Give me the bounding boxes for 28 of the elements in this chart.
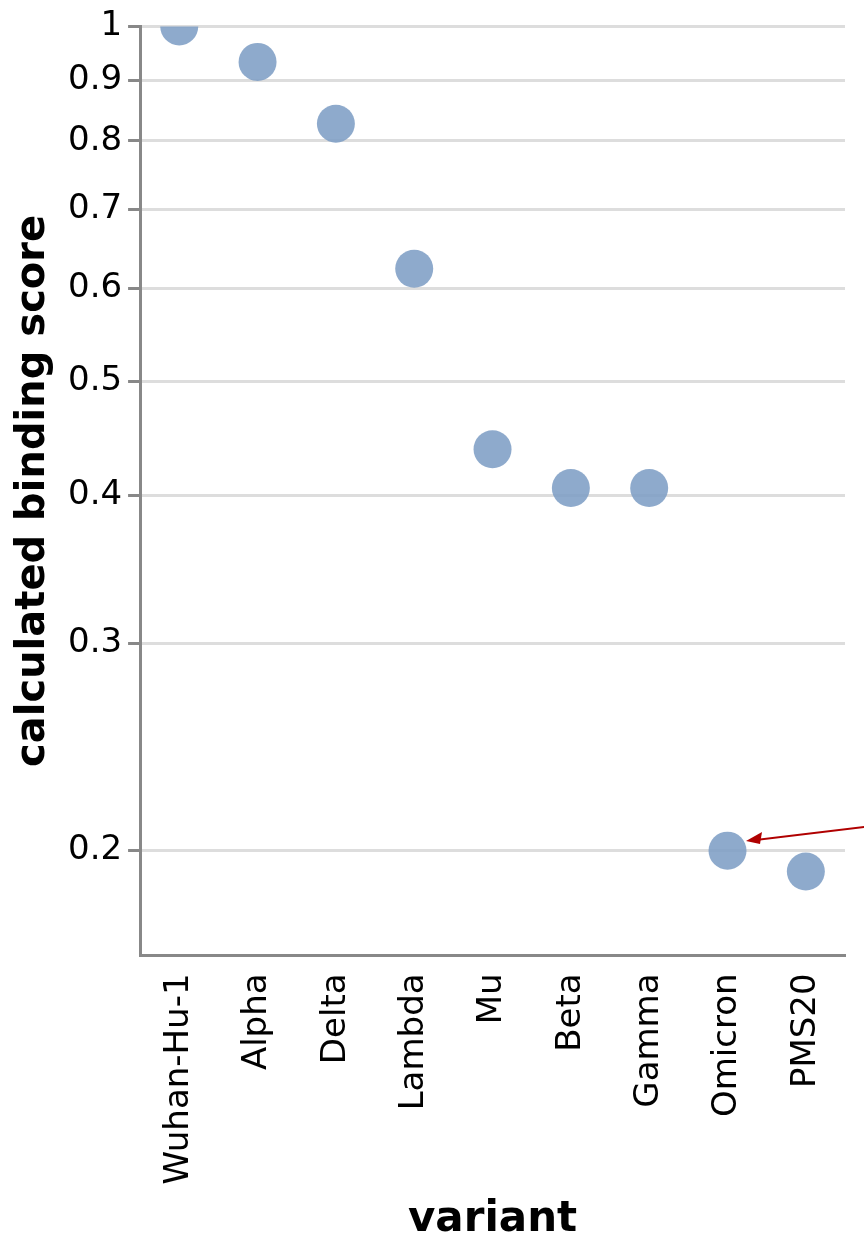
point <box>551 469 590 508</box>
point <box>238 42 277 81</box>
point <box>473 430 512 469</box>
x-tick-label: Lambda <box>391 973 432 1111</box>
x-tick-label: Wuhan-Hu-1 <box>156 973 197 1185</box>
x-tick-label: Delta <box>312 973 353 1065</box>
y-tick-label: 0.7 <box>67 185 123 226</box>
y-axis-title: calculated binding score <box>7 214 54 767</box>
x-axis-title: variant <box>407 1191 578 1241</box>
y-tick-label: 0.9 <box>67 57 123 98</box>
x-tick-label: Alpha <box>234 973 275 1071</box>
point <box>630 469 669 508</box>
x-tick-label: Gamma <box>626 973 667 1108</box>
point <box>316 104 355 143</box>
x-tick-label: Omicron <box>704 973 745 1118</box>
y-tick-label: 0.8 <box>67 117 123 158</box>
x-tick-label: Beta <box>547 973 588 1052</box>
y-tick-label: 0.6 <box>67 264 123 305</box>
y-tick-label: 0.5 <box>67 358 123 399</box>
x-tick-label: PMS20 <box>782 973 823 1089</box>
y-tick-label: 0.2 <box>67 827 123 868</box>
point <box>708 831 747 870</box>
y-tick-label: 0.4 <box>67 472 123 513</box>
y-tick-label: 0.3 <box>67 619 123 660</box>
y-tick-label: 1 <box>100 3 123 44</box>
point <box>786 852 825 891</box>
x-tick-label: Mu <box>469 973 510 1025</box>
point <box>395 249 434 288</box>
